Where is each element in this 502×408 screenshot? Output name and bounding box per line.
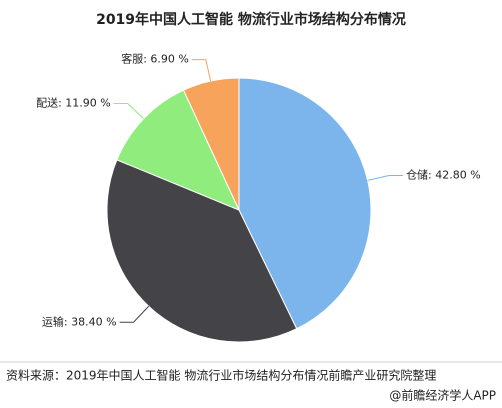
leader-line: [367, 174, 404, 181]
data-label: 运输: 38.40 %: [42, 314, 117, 328]
leader-line: [119, 305, 150, 323]
watermark: @前瞻经济学人APP: [389, 388, 496, 403]
leader-line: [113, 103, 144, 120]
pie-slice: [106, 159, 298, 343]
pie-slice: [182, 77, 240, 211]
chart-title: 2019年中国人工智能 物流行业市场结构分布情况: [96, 11, 406, 28]
pie-slice: [116, 89, 240, 211]
data-label: 客服: 6.90 %: [121, 52, 189, 66]
leader-line: [191, 59, 212, 82]
data-label: 仓储: 42.80 %: [406, 167, 481, 181]
source: 资料来源：2019年中国人工智能 物流行业市场结构分布情况前瞻产业研究院整理: [6, 368, 436, 383]
pie-slice: [238, 77, 372, 330]
data-label: 配送: 11.90 %: [36, 96, 111, 110]
